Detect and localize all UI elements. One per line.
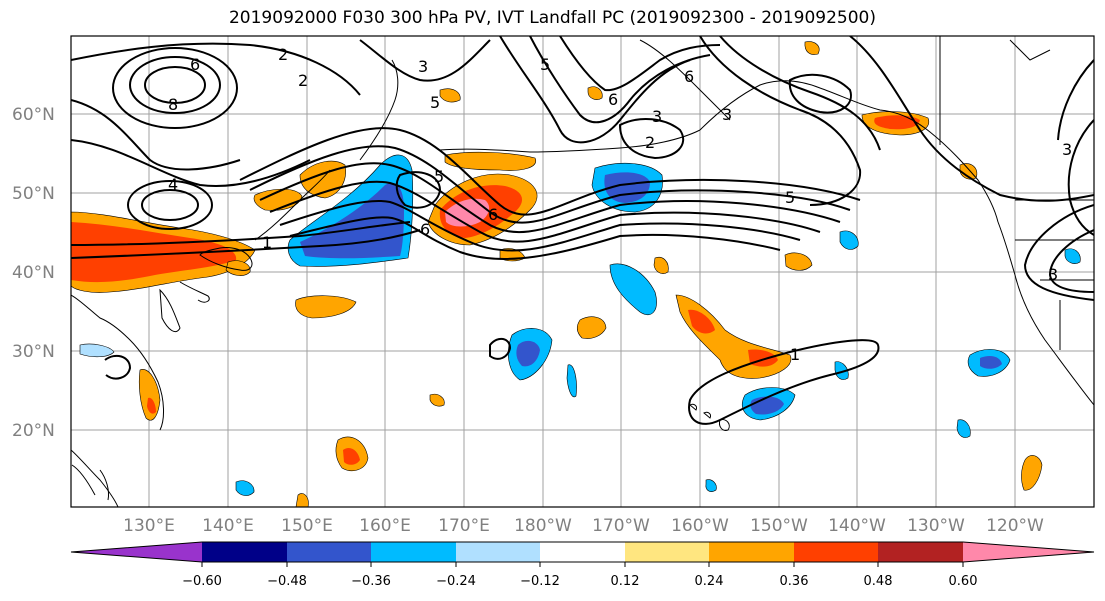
colorbar [70,541,1095,567]
svg-text:8: 8 [168,95,178,114]
colorbar-tick: −0.24 [436,574,476,589]
svg-text:5: 5 [785,188,795,207]
colorbar-tick: 0.48 [864,574,893,589]
lat-label-60n: 60°N [12,105,55,125]
lat-label-30n: 30°N [12,342,55,362]
lon-label-160e: 160°E [359,516,411,536]
latitude-labels: 60°N 50°N 40°N 30°N 20°N [12,105,55,441]
colorbar-segment [794,542,878,562]
svg-text:2: 2 [278,45,288,64]
lon-label-150e: 150°E [281,516,333,536]
svg-text:2: 2 [645,133,655,152]
svg-text:3: 3 [418,57,428,76]
colorbar-tick: 0.60 [949,574,978,589]
colorbar-tick: −0.48 [267,574,307,589]
colorbar-segment [540,542,625,562]
svg-text:1: 1 [262,233,272,252]
svg-text:2: 2 [298,71,308,90]
lon-label-160w: 160°W [671,516,729,536]
colorbar-tick: −0.36 [351,574,391,589]
svg-text:6: 6 [420,220,430,239]
longitude-labels: 130°E 140°E 150°E 160°E 170°E 180°W 170°… [123,516,1044,536]
contour-labels: 8 6 2 3 2 5 6 6 3 2 3 5 4 5 5 6 6 1 3 3 … [168,45,1072,364]
pv-contours [71,36,1094,425]
colorbar-segment [202,542,287,562]
colorbar-segment [878,542,963,562]
svg-text:6: 6 [684,67,694,86]
lon-label-150w: 150°W [750,516,808,536]
lon-label-140w: 140°W [828,516,886,536]
colorbar-segment [456,542,540,562]
colorbar-segment [709,542,794,562]
colorbar-segment [287,542,371,562]
map-content: 8 6 2 3 2 5 6 6 3 2 3 5 4 5 5 6 6 1 3 3 … [71,36,1094,507]
colorbar-segment [963,542,1094,562]
coastlines [71,36,1094,507]
colorbar-tick: −0.12 [520,574,560,589]
svg-text:3: 3 [1062,140,1072,159]
svg-text:4: 4 [168,175,178,194]
lon-label-170w: 170°W [592,516,650,536]
colorbar-tick: 0.24 [695,574,724,589]
lon-label-120w: 120°W [986,516,1044,536]
svg-text:6: 6 [190,55,200,74]
colorbar-tick: −0.60 [182,574,222,589]
colorbar-tick: 0.12 [611,574,640,589]
lat-label-20n: 20°N [12,421,55,441]
lon-label-130w: 130°W [907,516,965,536]
svg-text:3: 3 [722,105,732,124]
svg-text:3: 3 [1048,265,1058,284]
colorbar-tick: 0.36 [780,574,809,589]
svg-text:5: 5 [434,167,444,186]
svg-text:5: 5 [540,55,550,74]
colorbar-ticks: −0.60 −0.48 −0.36 −0.24 −0.12 0.12 0.24 … [182,574,977,589]
svg-text:5: 5 [430,93,440,112]
lon-label-130e: 130°E [123,516,175,536]
colorbar-segment [71,542,202,562]
svg-text:1: 1 [790,345,800,364]
lon-label-170e: 170°E [438,516,490,536]
lon-label-180w: 180°W [514,516,572,536]
colorbar-segment [371,542,456,562]
lon-label-140e: 140°E [202,516,254,536]
lat-label-40n: 40°N [12,263,55,283]
svg-text:6: 6 [608,90,618,109]
svg-text:3: 3 [652,107,662,126]
lat-label-50n: 50°N [12,184,55,204]
svg-text:6: 6 [488,205,498,224]
map-title: 2019092000 F030 300 hPa PV, IVT Landfall… [228,8,876,28]
colorbar-segment [625,542,709,562]
map-border [70,35,1095,508]
